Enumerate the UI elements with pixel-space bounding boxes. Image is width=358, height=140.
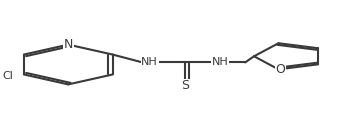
Text: Cl: Cl: [3, 71, 13, 81]
Text: NH: NH: [212, 57, 229, 67]
Text: N: N: [64, 38, 73, 51]
Text: NH: NH: [141, 57, 158, 67]
Text: O: O: [275, 63, 285, 76]
Text: S: S: [181, 79, 189, 92]
